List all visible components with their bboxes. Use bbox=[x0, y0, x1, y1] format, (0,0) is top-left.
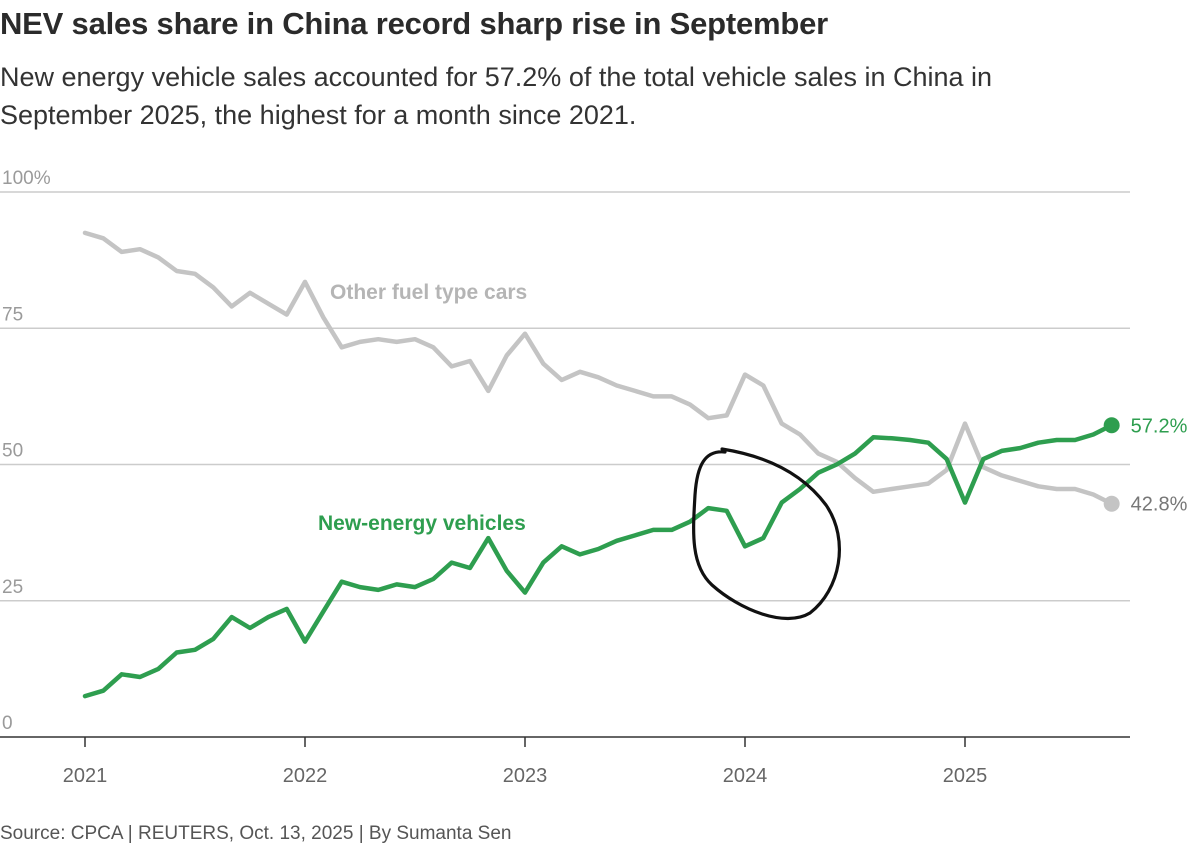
x-tick-label: 2025 bbox=[943, 765, 988, 787]
nev-end-point bbox=[1103, 417, 1120, 434]
other-fuel-end-point bbox=[1103, 495, 1120, 512]
nev-series-label: New-energy vehicles bbox=[318, 512, 526, 535]
other-fuel-series-label: Other fuel type cars bbox=[330, 281, 527, 304]
x-tick-label: 2024 bbox=[723, 765, 768, 787]
x-tick-label: 2023 bbox=[503, 765, 548, 787]
y-tick-label: 0 bbox=[2, 713, 13, 734]
y-tick-label: 75 bbox=[2, 304, 23, 325]
y-tick-label: 100% bbox=[2, 168, 51, 189]
chart-title: NEV sales share in China record sharp ri… bbox=[0, 6, 829, 41]
chart-subtitle: New energy vehicle sales accounted for 5… bbox=[0, 62, 993, 130]
other-fuel-end-label: 42.8% bbox=[1131, 494, 1188, 516]
hand-drawn-circle-annotation bbox=[692, 447, 841, 621]
series-lines: 42.8% 57.2% New-energy vehicles Other fuel … bbox=[82, 230, 1188, 699]
y-axis: 0 25 50 75 100% bbox=[2, 168, 51, 734]
x-tick-label: 2022 bbox=[283, 765, 328, 787]
other-fuel-series-line bbox=[82, 230, 1114, 506]
x-axis: 2021 2022 2023 2024 2025 bbox=[0, 736, 1130, 787]
source-note: Source: CPCA | REUTERS, Oct. 13, 2025 | … bbox=[0, 823, 512, 844]
x-tick-label: 2021 bbox=[63, 765, 108, 787]
nev-series-line bbox=[82, 423, 1114, 699]
y-tick-label: 50 bbox=[2, 441, 23, 462]
annotations bbox=[692, 447, 841, 621]
gridlines bbox=[0, 191, 1130, 602]
y-tick-label: 25 bbox=[2, 577, 23, 598]
nev-end-label: 57.2% bbox=[1131, 415, 1188, 437]
